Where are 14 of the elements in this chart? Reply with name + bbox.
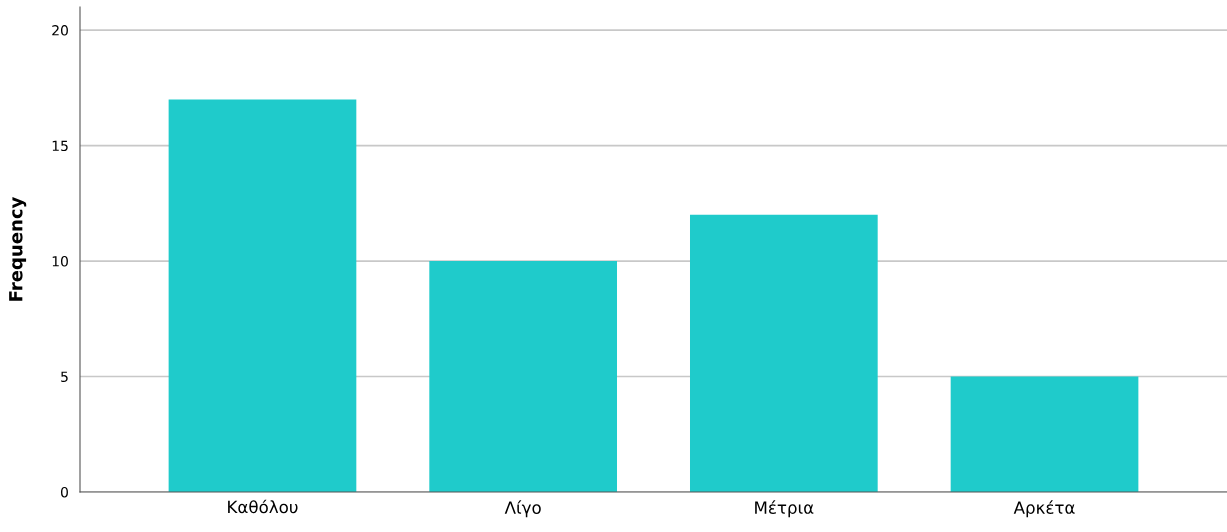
x-tick-label: Λίγο [504, 500, 541, 518]
bar [429, 261, 617, 492]
bar [690, 214, 878, 492]
x-tick-label: Καθόλου [228, 499, 298, 514]
y-tick-label: 0 [60, 486, 68, 498]
x-tick-label: Αρκέτα [1013, 500, 1075, 518]
y-tick-label: 20 [52, 25, 68, 36]
y-tick-label: 15 [52, 140, 68, 152]
x-tick-label: Μέτρια [755, 500, 814, 518]
y-axis-title: Frequency [9, 196, 27, 301]
bar [168, 99, 357, 492]
y-tick-label: 10 [52, 256, 68, 267]
y-tick-label: 5 [61, 371, 68, 382]
bar [950, 376, 1139, 492]
